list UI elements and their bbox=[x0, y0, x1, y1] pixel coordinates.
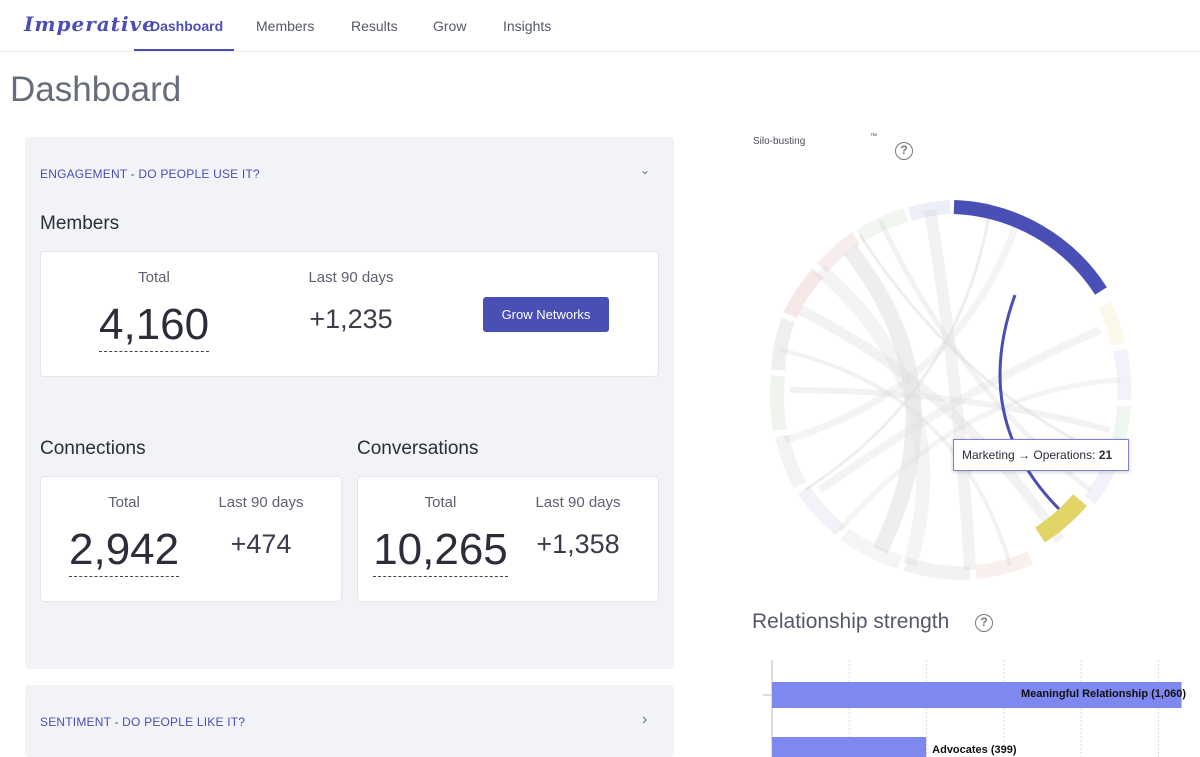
app-logo[interactable]: Imperative bbox=[24, 12, 156, 36]
connections-recent-label: Last 90 days bbox=[218, 494, 304, 511]
conversations-card: Total 10,265 Last 90 days +1,358 bbox=[357, 476, 659, 602]
engagement-panel: ENGAGEMENT - DO PEOPLE USE IT? ⌄ Members… bbox=[25, 137, 674, 669]
marketing-arc bbox=[953, 200, 1107, 295]
members-recent-label: Last 90 days bbox=[308, 269, 394, 286]
grow-networks-button[interactable]: Grow Networks bbox=[483, 297, 609, 332]
trademark-mark: ™ bbox=[870, 133, 877, 140]
chevron-down-icon[interactable]: ⌄ bbox=[640, 163, 651, 177]
engagement-header[interactable]: ENGAGEMENT - DO PEOPLE USE IT? bbox=[40, 167, 260, 181]
conversations-recent-label: Last 90 days bbox=[535, 494, 621, 511]
chord-tooltip: Marketing → Operations: 21 bbox=[953, 439, 1129, 471]
operations-arc bbox=[1034, 494, 1087, 543]
help-icon[interactable]: ? bbox=[895, 142, 913, 160]
members-title: Members bbox=[40, 213, 120, 234]
top-nav: Imperative Dashboard Members Results Gro… bbox=[0, 0, 1200, 52]
members-total-label: Total bbox=[138, 269, 170, 286]
bar-label: Meaningful Relationship (1,060) bbox=[1020, 688, 1186, 700]
sentiment-panel[interactable]: SENTIMENT - DO PEOPLE LIKE IT? › bbox=[25, 685, 674, 757]
tab-dashboard[interactable]: Dashboard bbox=[150, 18, 224, 34]
members-total-value[interactable]: 4,160 bbox=[99, 302, 209, 352]
tooltip-value: 21 bbox=[1098, 448, 1113, 462]
help-icon[interactable]: ? bbox=[975, 614, 993, 632]
connections-title: Connections bbox=[40, 438, 146, 459]
bar-meaningful-relationship bbox=[772, 682, 1182, 708]
tab-members[interactable]: Members bbox=[256, 18, 315, 34]
chevron-right-icon[interactable]: › bbox=[642, 711, 648, 728]
conversations-total-label: Total bbox=[424, 494, 457, 511]
tab-insights[interactable]: Insights bbox=[503, 18, 552, 34]
silo-chord-diagram[interactable] bbox=[760, 190, 1160, 590]
sentiment-header[interactable]: SENTIMENT - DO PEOPLE LIKE IT? bbox=[40, 715, 246, 729]
tooltip-to: Operations: bbox=[1033, 448, 1096, 462]
active-tab-indicator bbox=[134, 49, 234, 51]
tooltip-arrow: → bbox=[1018, 448, 1031, 462]
tooltip-from: Marketing bbox=[962, 448, 1015, 462]
relationship-strength-chart bbox=[763, 660, 1182, 757]
highlight-link bbox=[998, 294, 1062, 512]
connections-recent-value: +474 bbox=[230, 529, 292, 559]
members-card: Total 4,160 Last 90 days +1,235 Grow Net… bbox=[40, 251, 659, 377]
bar-advocates bbox=[772, 737, 927, 757]
bar-label: Advocates (399) bbox=[932, 744, 1017, 756]
connections-card: Total 2,942 Last 90 days +474 bbox=[40, 476, 342, 602]
tab-grow[interactable]: Grow bbox=[433, 18, 467, 34]
conversations-recent-value: +1,358 bbox=[536, 529, 620, 559]
connections-total-value[interactable]: 2,942 bbox=[69, 527, 179, 577]
connections-total-label: Total bbox=[108, 494, 140, 511]
tab-results[interactable]: Results bbox=[351, 18, 398, 34]
silo-busting-title: Silo-busting bbox=[753, 136, 806, 147]
relationship-strength-title: Relationship strength bbox=[752, 610, 950, 633]
members-recent-value: +1,235 bbox=[309, 304, 393, 334]
conversations-title: Conversations bbox=[357, 438, 479, 459]
conversations-total-value[interactable]: 10,265 bbox=[373, 527, 508, 577]
page-title: Dashboard bbox=[10, 70, 182, 109]
